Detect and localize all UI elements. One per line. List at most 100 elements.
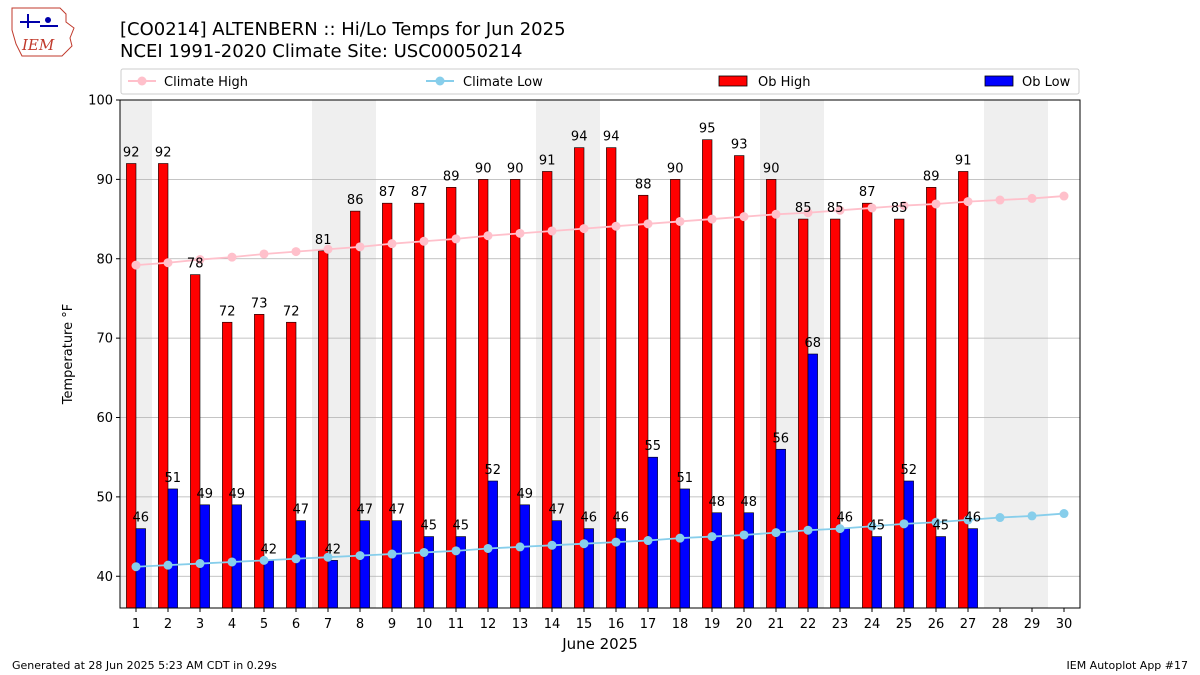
ob-high-label-day-25: 85 xyxy=(891,201,908,216)
ob-low-bar-day-6 xyxy=(295,520,306,609)
climate-high-point-day-30 xyxy=(1059,191,1069,201)
climate-high-point-day-5 xyxy=(259,249,269,259)
climate-low-point-day-12 xyxy=(483,543,493,553)
climate-high-point-day-18 xyxy=(675,216,685,226)
ytick-label-50: 50 xyxy=(96,490,113,505)
y-axis-ticks: 40 50 60 70 80 90 100 xyxy=(88,94,120,585)
climate-high-point-day-15 xyxy=(579,224,589,234)
ob-low-label-day-8: 47 xyxy=(357,503,374,518)
ob-high-label-day-22: 85 xyxy=(795,201,812,216)
ob-low-label-day-20: 48 xyxy=(741,495,758,510)
ob-high-bar-day-11 xyxy=(446,187,457,609)
ob-high-bar-day-10 xyxy=(414,202,425,609)
ob-high-bar-day-9 xyxy=(382,202,393,609)
ob-low-bar-day-9 xyxy=(391,520,402,609)
climate-low-point-day-27 xyxy=(963,515,973,525)
climate-low-point-day-9 xyxy=(387,549,397,559)
climate-high-point-day-24 xyxy=(867,203,877,213)
ob-low-label-day-22: 68 xyxy=(805,336,822,351)
legend-item-ob-high: Ob High xyxy=(718,75,811,90)
ob-high-label-day-21: 90 xyxy=(763,161,780,176)
ob-high-bar-day-18 xyxy=(670,179,681,609)
xtick-label-2: 2 xyxy=(164,617,172,632)
ob-high-label-day-1: 92 xyxy=(123,146,140,161)
ytick-label-40: 40 xyxy=(96,570,113,585)
ob-low-bar-day-8 xyxy=(359,520,370,609)
ob-high-label-day-18: 90 xyxy=(667,161,684,176)
ob-low-bar-day-19 xyxy=(711,512,722,609)
climate-low-point-day-17 xyxy=(643,536,653,546)
ob-high-bar-day-17 xyxy=(638,194,649,609)
ob-low-label-day-18: 51 xyxy=(677,471,694,486)
ob-low-label-day-25: 52 xyxy=(901,463,918,478)
bar-value-labels: 92 92 78 72 73 72 81 86 87 87 89 90 90 91 94 94 88 90 95 93… xyxy=(123,122,981,558)
climate-high-point-day-26 xyxy=(931,199,941,209)
ob-low-label-day-19: 48 xyxy=(709,495,726,510)
ob-high-bar-day-24 xyxy=(862,202,873,609)
legend-item-climate-low: Climate Low xyxy=(426,75,543,90)
climate-low-point-day-22 xyxy=(803,525,813,535)
climate-high-point-day-11 xyxy=(451,234,461,244)
ob-low-label-day-27: 46 xyxy=(965,511,982,526)
ob-low-label-day-5: 42 xyxy=(261,542,278,557)
xtick-label-6: 6 xyxy=(292,617,300,632)
xtick-label-27: 27 xyxy=(960,617,977,632)
xtick-label-18: 18 xyxy=(672,617,689,632)
chart-title: [CO0214] ALTENBERN :: Hi/Lo Temps for Ju… xyxy=(120,19,566,40)
climate-high-point-day-3 xyxy=(195,255,205,265)
xtick-label-23: 23 xyxy=(832,617,849,632)
ob-high-label-day-26: 89 xyxy=(923,169,940,184)
ob-high-label-day-3: 78 xyxy=(187,257,204,272)
xtick-label-4: 4 xyxy=(228,617,236,632)
ob-low-bar-day-26 xyxy=(935,536,946,609)
climate-high-point-day-2 xyxy=(163,258,173,268)
ob-high-label-day-17: 88 xyxy=(635,177,652,192)
ob-low-label-day-24: 45 xyxy=(869,519,886,534)
xtick-label-30: 30 xyxy=(1056,617,1073,632)
ob-high-bar-day-27 xyxy=(958,171,969,609)
climate-low-point-day-2 xyxy=(163,560,173,570)
climate-high-point-day-7 xyxy=(323,244,333,254)
climate-high-point-day-21 xyxy=(771,209,781,219)
xtick-label-28: 28 xyxy=(992,617,1009,632)
xtick-label-11: 11 xyxy=(448,617,465,632)
ob-low-label-day-11: 45 xyxy=(453,519,470,534)
xtick-label-7: 7 xyxy=(324,617,332,632)
ob-high-label-day-7: 81 xyxy=(315,233,332,248)
ob-low-label-day-14: 47 xyxy=(549,503,566,518)
logo-text: IEM xyxy=(21,36,55,54)
ob-high-bar-day-25 xyxy=(894,218,905,609)
legend-item-climate-high: Climate High xyxy=(128,75,248,90)
climate-high-point-day-29 xyxy=(1027,193,1037,203)
xtick-label-29: 29 xyxy=(1024,617,1041,632)
climate-low-point-day-15 xyxy=(579,539,589,549)
xtick-label-9: 9 xyxy=(388,617,396,632)
xtick-label-24: 24 xyxy=(864,617,881,632)
climate-low-point-day-3 xyxy=(195,559,205,569)
chart-subtitle: NCEI 1991-2020 Climate Site: USC00050214 xyxy=(120,41,522,62)
ob-high-bar-day-2 xyxy=(158,163,169,609)
ob-low-label-day-26: 45 xyxy=(933,519,950,534)
ob-low-bar-day-18 xyxy=(679,488,690,609)
xtick-label-3: 3 xyxy=(196,617,204,632)
climate-low-point-day-29 xyxy=(1027,511,1037,521)
climate-low-point-day-13 xyxy=(515,542,525,552)
legend-label-ob-high: Ob High xyxy=(758,75,811,90)
footer-generated: Generated at 28 Jun 2025 5:23 AM CDT in … xyxy=(12,659,277,672)
ob-low-bar-day-5 xyxy=(263,560,274,609)
ob-low-label-day-17: 55 xyxy=(645,439,662,454)
ob-high-label-day-12: 90 xyxy=(475,161,492,176)
ob-low-label-day-21: 56 xyxy=(773,431,790,446)
climate-high-point-day-13 xyxy=(515,228,525,238)
xtick-label-15: 15 xyxy=(576,617,593,632)
climate-low-point-day-24 xyxy=(867,521,877,531)
ob-low-bar-day-17 xyxy=(647,456,658,609)
ob-low-label-day-6: 47 xyxy=(293,503,310,518)
ob-high-label-day-4: 72 xyxy=(219,304,236,319)
xtick-label-8: 8 xyxy=(356,617,364,632)
ob-low-bar-day-23 xyxy=(839,528,850,609)
climate-high-point-day-27 xyxy=(963,197,973,207)
climate-low-point-day-11 xyxy=(451,546,461,556)
climate-high-point-day-9 xyxy=(387,239,397,249)
